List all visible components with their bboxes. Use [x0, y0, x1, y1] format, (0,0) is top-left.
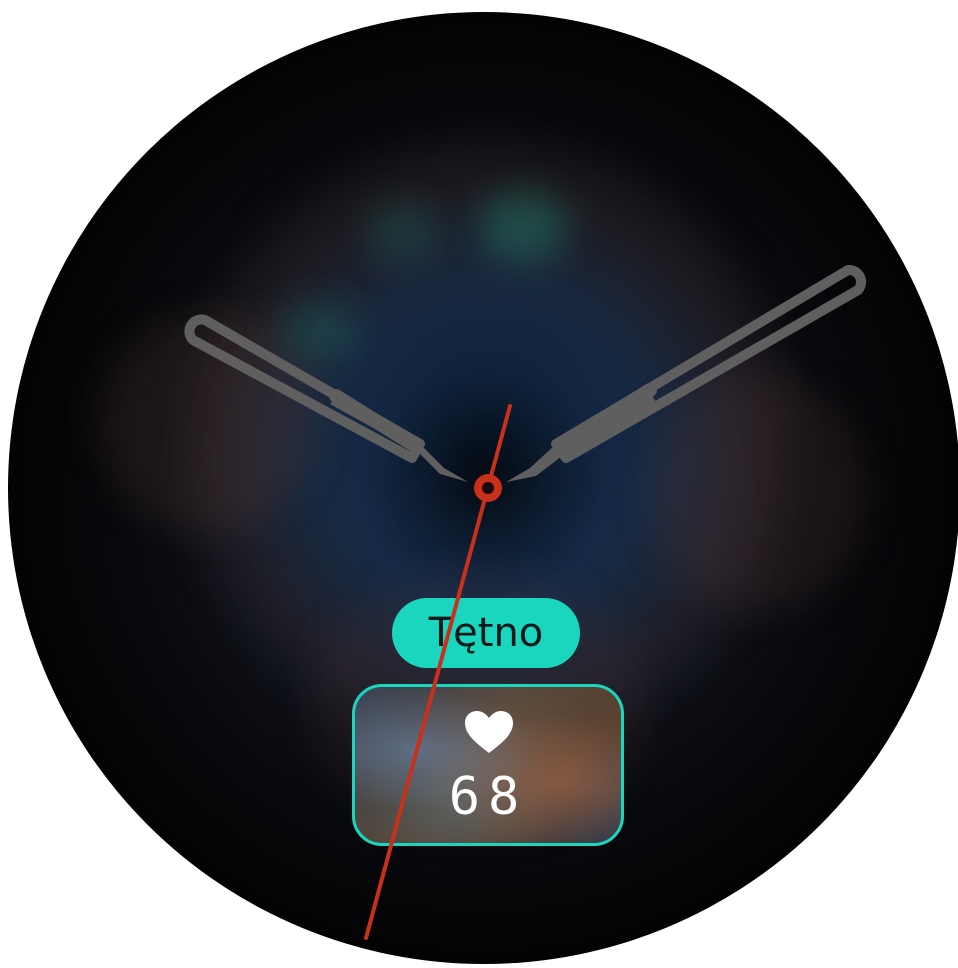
heart-icon [465, 711, 513, 753]
nebula-glow-left [278, 302, 358, 362]
nebula-glow-top [478, 192, 568, 262]
hour-hand [184, 314, 468, 482]
complication-label[interactable]: Tętno [392, 598, 580, 668]
nebula-glow-upper [368, 202, 438, 262]
second-hand [364, 404, 512, 940]
heart-rate-value: 68 [448, 767, 528, 827]
minute-hand [506, 264, 867, 482]
nebula-warm-right [648, 372, 868, 612]
